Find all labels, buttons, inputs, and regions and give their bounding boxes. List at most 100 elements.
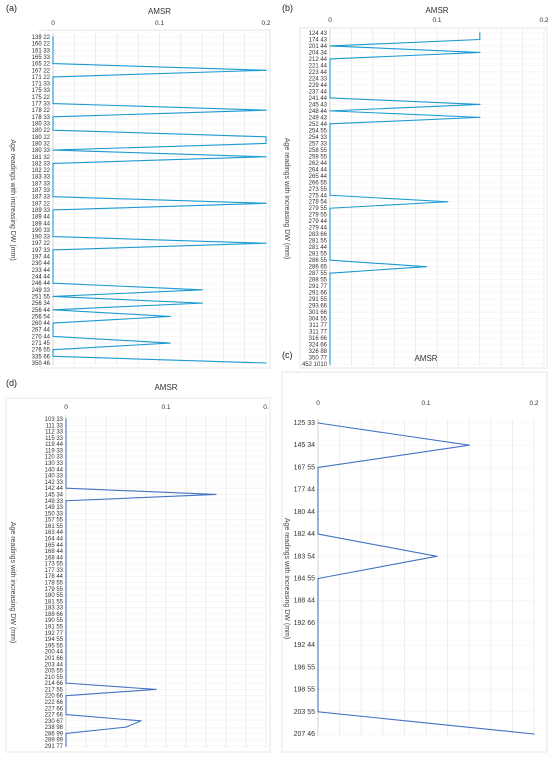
panel-b-data-point: [329, 77, 331, 80]
panel-b-category-label: 245 43: [309, 102, 328, 108]
panel-a-category-label: 267 44: [32, 328, 51, 334]
panel-d-category-label: 119 33: [45, 448, 64, 454]
panel-a-category-label: 256 34: [32, 301, 51, 307]
panel-d-data-point: [65, 739, 67, 741]
panel-c-data-point: [317, 422, 319, 424]
panel-c-data-point: [317, 644, 319, 646]
panel-d-category-label: 112 33: [45, 430, 64, 436]
panel-a-data-point: [52, 349, 54, 351]
panel-d-category-label: 157 55: [45, 518, 64, 524]
panel-b-data-point: [329, 194, 331, 196]
panel-b-data-point: [479, 103, 481, 105]
panel-d-data-point: [65, 638, 67, 640]
panel-b-data-point: [479, 32, 481, 34]
panel-a-category-label: 187 22: [32, 201, 51, 207]
panel-d-category-label: 142 33: [45, 480, 64, 486]
panel-a-x-tick-label: 0.2: [261, 20, 270, 27]
panel-d-category-label: 230 67: [45, 719, 64, 725]
panel-c-frame: [281, 371, 548, 753]
panel-a-data-point: [52, 329, 54, 331]
panel-a-letter: (a): [6, 3, 17, 13]
panel-d-category-label: 181 55: [45, 599, 64, 605]
panel-a-data-point: [52, 43, 54, 45]
panel-b-category-label: 283 66: [309, 232, 328, 238]
panel-c-x-tick-label: 0: [316, 400, 320, 407]
panel-d-data-point: [65, 745, 67, 747]
panel-b-data-point: [329, 330, 331, 333]
panel-c-category-label: 167 55: [294, 464, 316, 471]
panel-d-x-tick-label: 0: [64, 404, 68, 411]
panel-b-data-point: [329, 162, 331, 164]
panel-c-x-tick-label: 0.2: [529, 400, 538, 407]
panel-b-category-label: 279 55: [309, 206, 328, 212]
panel-d-data-point: [65, 732, 67, 735]
panel-b-data-point: [329, 129, 331, 131]
panel-a-category-label: 249 33: [32, 288, 51, 294]
panel-c-category-label: 184 55: [294, 576, 316, 583]
panel-d-data-point: [65, 468, 67, 470]
panel-d-category-label: 222 66: [45, 700, 64, 706]
panel-b-category-label: 291 77: [309, 284, 328, 290]
panel-c-category-label: 207 46: [294, 731, 316, 738]
panel-b-category-label: 259 55: [309, 154, 328, 160]
panel-b-category-label: 301 66: [309, 310, 328, 316]
panel-a-data-point: [52, 235, 54, 238]
panel-b-data-point: [329, 175, 331, 177]
panel-b-data-point: [329, 64, 331, 67]
panel-d-axis-title: AMSR: [154, 383, 177, 392]
panel-a-category-label: 187 33: [32, 188, 51, 194]
panel-a-x-tick-label: 0.1: [155, 20, 164, 27]
panel-a-category-label: 187 33: [32, 181, 51, 187]
panel-a-category-label: 246 44: [32, 281, 51, 287]
panel-a-category-label: 197 44: [32, 255, 51, 261]
panel-a-category-label: 256 44: [32, 308, 51, 314]
panel-b-category-label: 266 55: [309, 180, 328, 186]
panel-d-category-label: 149 33: [45, 499, 64, 505]
panel-a-category-label: 165 33: [32, 55, 51, 61]
panel-b-axis-title: AMSR: [425, 6, 448, 15]
panel-b-data-point: [329, 168, 331, 170]
panel-d-data-point: [65, 607, 67, 609]
panel-a-x-tick-label: 0: [51, 20, 55, 27]
panel-d-data-point: [65, 701, 67, 703]
panel-a-category-label: 197 22: [32, 241, 51, 247]
panel-d-data-point: [65, 588, 67, 590]
panel-d-category-label: 140 33: [45, 474, 64, 480]
panel-d-data-point: [65, 707, 67, 709]
panel-b-data-point: [329, 337, 331, 339]
panel-a-axis-title: AMSR: [148, 7, 171, 16]
panel-a-data-point: [52, 36, 54, 38]
panel-b-category-label: 281 55: [309, 252, 328, 258]
panel-a-data-point: [169, 315, 171, 318]
panel-a-category-label: 180 33: [32, 121, 51, 127]
panel-b-category-label: 254 33: [309, 135, 328, 141]
panel-a-data-point: [52, 249, 54, 251]
panel-d-data-point: [65, 456, 67, 458]
panel-a-data-point: [52, 309, 54, 311]
panel-b-data-point: [329, 84, 331, 86]
panel-c-category-label: 145 34: [294, 442, 316, 449]
panel-d-data-point: [65, 682, 67, 684]
panel-c-letter: (c): [282, 350, 293, 360]
panel-a-data-point: [52, 102, 54, 105]
panel-a-data-point: [52, 129, 54, 131]
panel-d-category-label: 190 55: [45, 618, 64, 624]
panel-c-category-label: 192 66: [294, 620, 316, 627]
panel-b-category-label: 258 55: [309, 148, 328, 154]
panel-b-category-label: 237 44: [309, 89, 328, 95]
panel-d-data-point: [65, 625, 67, 628]
panel-b-y-axis-label: Age readings with increasing DW (mm): [283, 138, 290, 259]
panel-b-data-point: [329, 58, 331, 60]
panel-c-data-point: [317, 688, 319, 691]
panel-d-data-point: [65, 449, 67, 452]
panel-d-category-label: 145 34: [45, 492, 64, 498]
panel-a-data-point: [265, 242, 267, 244]
panel-b-category-label: 291 55: [309, 297, 328, 303]
panel-a-data-point: [52, 176, 54, 178]
panel-a-data-point: [52, 149, 54, 151]
panel-a-category-label: 187 33: [32, 195, 51, 201]
panel-d-data-point: [65, 512, 67, 514]
panel-c-data-point: [317, 577, 319, 580]
panel-d-data-point: [155, 688, 157, 691]
panel-a-data-point: [265, 136, 267, 138]
